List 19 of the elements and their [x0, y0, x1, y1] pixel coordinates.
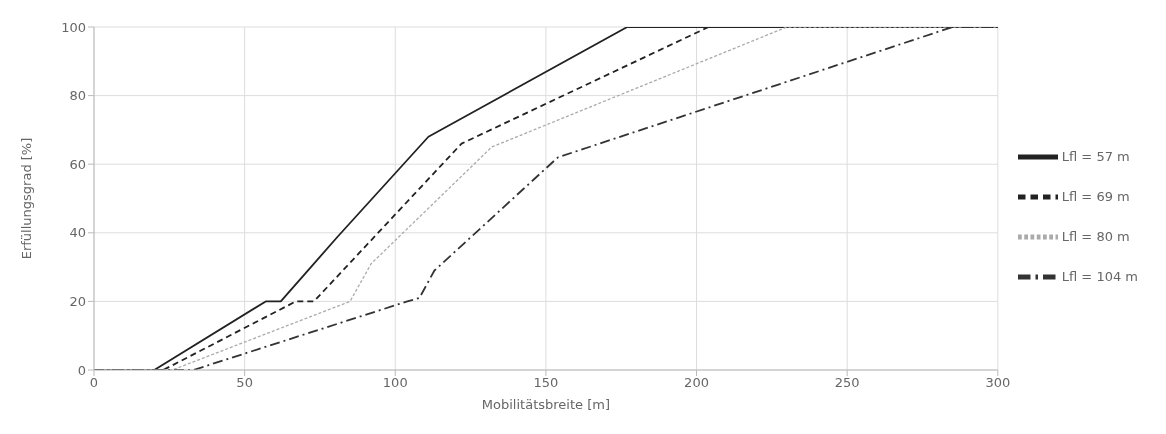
x-tick-label: 150 — [533, 375, 559, 391]
legend-label: Lfl = 69 m — [1061, 188, 1130, 204]
y-tick-label: 80 — [69, 88, 86, 104]
y-tick-label: 40 — [69, 225, 86, 241]
y-tick-label: 0 — [77, 362, 86, 378]
x-tick-label: 200 — [684, 375, 709, 391]
x-axis-title: Mobilitätsbreite [m] — [481, 397, 610, 412]
legend-label: Lfl = 57 m — [1061, 148, 1130, 164]
legend-label: Lfl = 104 m — [1061, 268, 1138, 284]
x-tick-label: 0 — [89, 375, 99, 391]
x-tick-label: 100 — [382, 375, 408, 391]
legend-label: Lfl = 80 m — [1061, 228, 1130, 244]
x-tick-label: 250 — [834, 375, 860, 391]
y-tick-label: 60 — [69, 156, 86, 172]
y-axis-title: Erfüllungsgrad [%] — [18, 137, 34, 260]
x-tick-label: 50 — [236, 375, 253, 391]
y-tick-label: 20 — [69, 294, 86, 310]
x-tick-label: 300 — [985, 375, 1011, 391]
y-tick-label: 100 — [61, 19, 86, 35]
